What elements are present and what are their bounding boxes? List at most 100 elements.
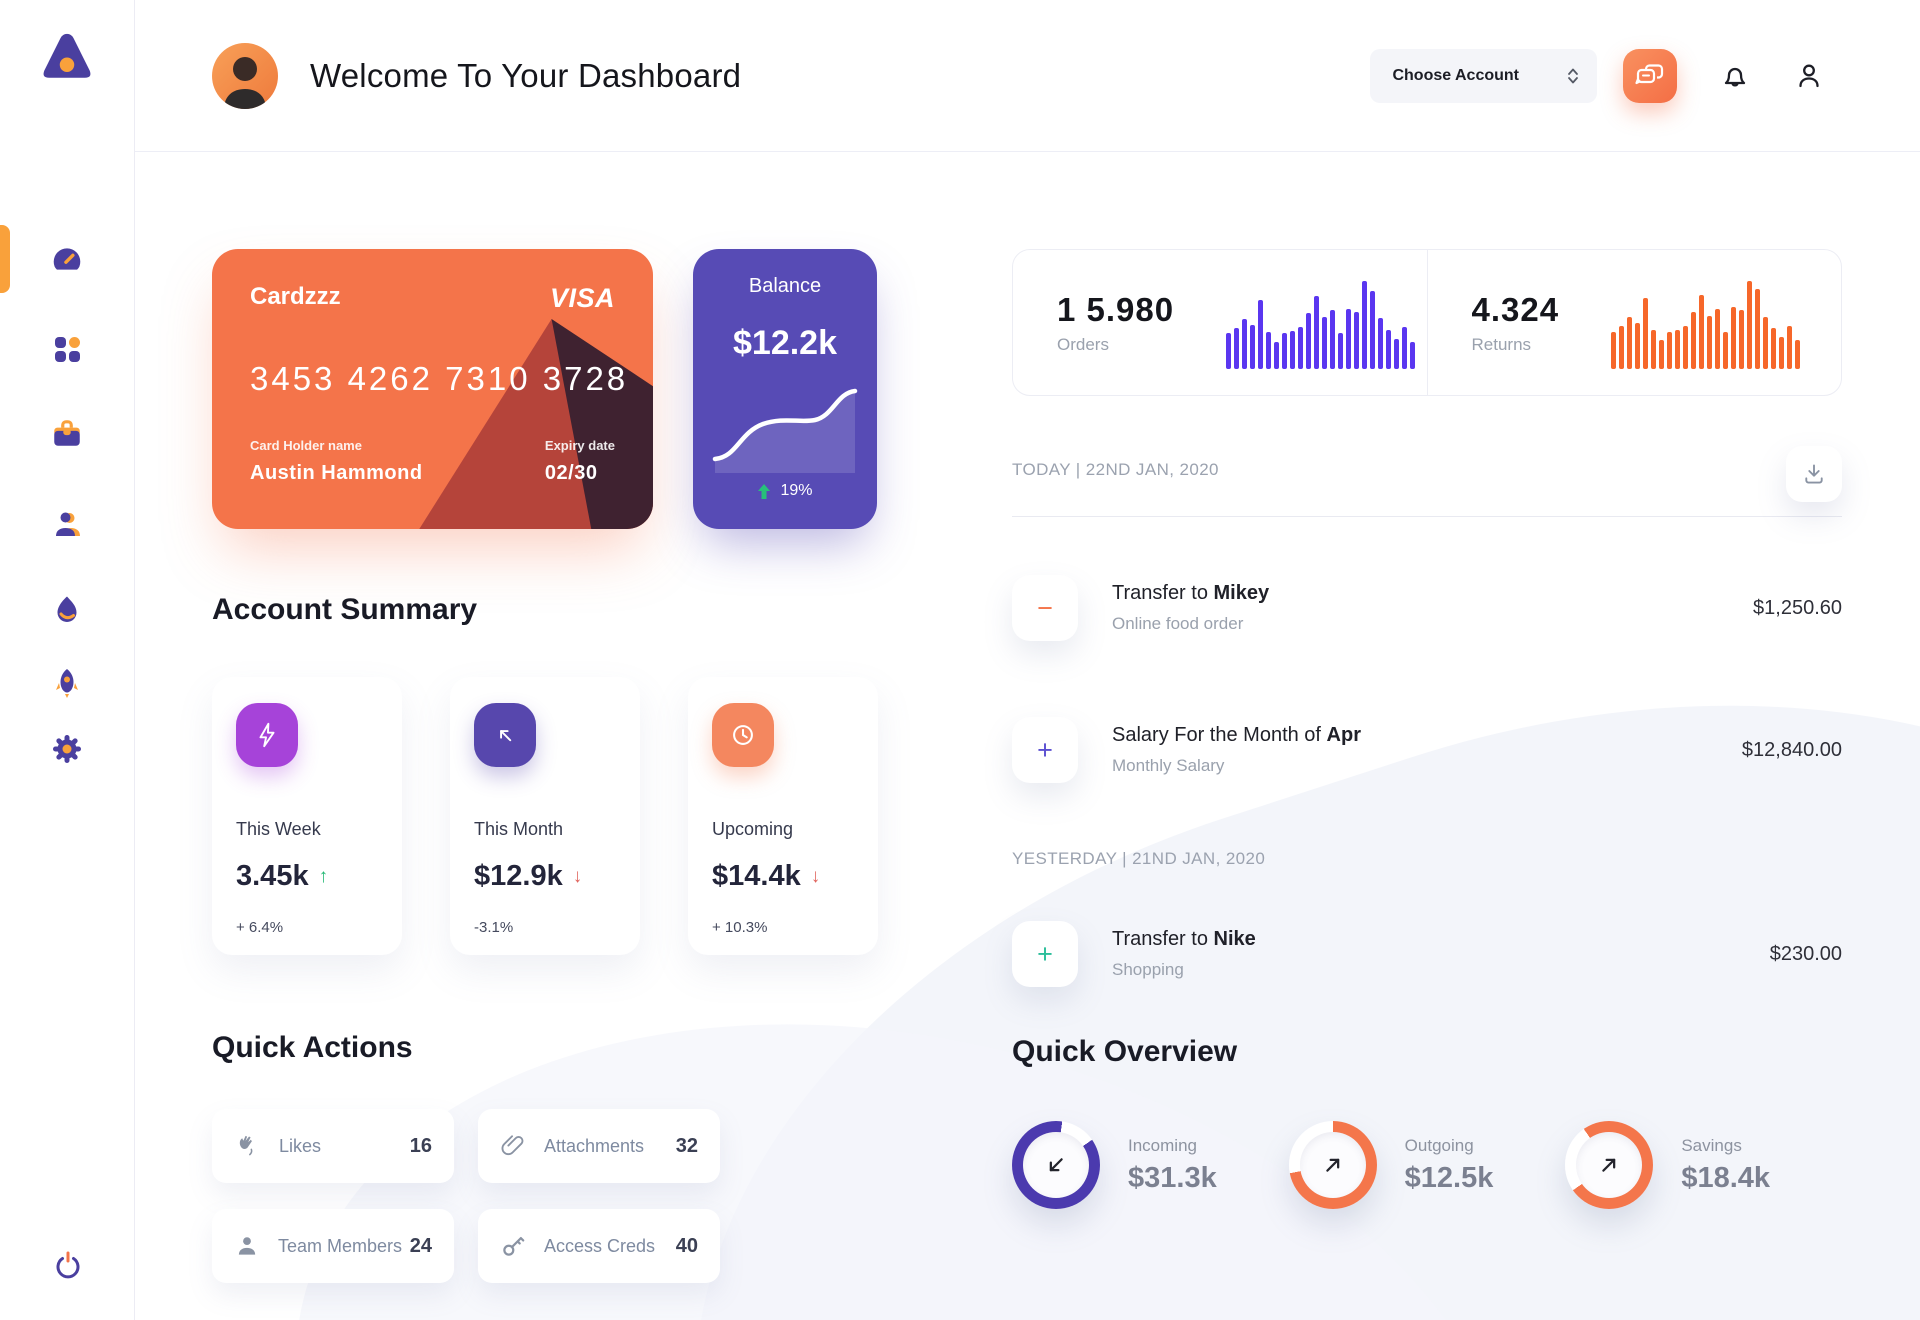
card-holder-name: Austin Hammond xyxy=(250,462,423,484)
member-icon xyxy=(238,1237,256,1255)
summary-value: $14.4k xyxy=(712,860,801,892)
transaction-amount: $230.00 xyxy=(1769,942,1842,965)
page-title: Welcome To Your Dashboard xyxy=(310,56,742,94)
transaction-title: Transfer to Nike xyxy=(1112,928,1256,950)
overview-label: Incoming xyxy=(1128,1135,1197,1155)
account-summary-title: Account Summary xyxy=(212,593,478,626)
orders-bar-chart xyxy=(1226,277,1416,369)
summary-percent: + 6.4% xyxy=(236,919,284,936)
overview-label: Outgoing xyxy=(1404,1135,1474,1155)
summary-card-this-month[interactable]: This Month $12.9k ↓ -3.1% xyxy=(450,677,640,955)
briefcase-icon xyxy=(54,420,80,446)
trend-down-icon: ↓ xyxy=(572,865,583,887)
bar xyxy=(1659,340,1665,369)
quick-action-access-creds[interactable]: Access Creds 40 xyxy=(478,1209,720,1283)
trend-up-icon: ↑ xyxy=(318,865,329,887)
bar xyxy=(1675,329,1681,369)
bar xyxy=(1667,331,1673,369)
overview-outgoing: Outgoing $12.5k xyxy=(1288,1121,1566,1209)
card-expiry-label: Expiry date xyxy=(544,438,615,453)
balance-card[interactable]: Balance $12.2k 19% xyxy=(693,249,877,529)
quick-actions-title: Quick Actions xyxy=(212,1031,413,1064)
transaction-subtitle: Monthly Salary xyxy=(1112,756,1225,775)
transaction-row[interactable]: − Transfer to Mikey Online food order $1… xyxy=(1012,575,1842,641)
overview-incoming: Incoming $31.3k xyxy=(1012,1121,1289,1209)
transaction-title: Salary For the Month of Apr xyxy=(1112,724,1361,746)
download-icon xyxy=(1805,464,1823,484)
quick-overview-row: Incoming $31.3k xyxy=(1012,1121,1842,1209)
quick-action-label: Access Creds xyxy=(544,1235,656,1256)
header: Welcome To Your Dashboard Choose Account xyxy=(135,0,1920,152)
account-summary-cards: This Week 3.45k ↑ + 6.4% xyxy=(212,677,880,955)
credit-card[interactable]: Cardzzz VISA 3453 4262 7310 3728 Card Ho… xyxy=(212,249,653,529)
incoming-donut-chart xyxy=(1012,1121,1100,1209)
bar xyxy=(1402,327,1408,369)
orders-label: Orders xyxy=(1057,334,1109,354)
summary-label: Upcoming xyxy=(712,819,794,839)
returns-bar-chart xyxy=(1611,277,1801,369)
bar xyxy=(1370,291,1376,369)
bar xyxy=(1234,328,1240,369)
profile-icon xyxy=(1799,64,1819,87)
quick-action-attachments[interactable]: Attachments 32 xyxy=(478,1109,720,1183)
account-select[interactable]: Choose Account xyxy=(1370,48,1597,103)
bar xyxy=(1643,298,1649,369)
quick-action-team-members[interactable]: Team Members 24 xyxy=(212,1209,454,1283)
quick-action-count: 16 xyxy=(409,1134,432,1157)
summary-value: $12.9k xyxy=(474,860,563,892)
clock-icon xyxy=(733,725,753,745)
card-expiry-value: 02/30 xyxy=(544,462,598,484)
summary-card-upcoming[interactable]: Upcoming $14.4k ↓ + 10.3% xyxy=(688,677,878,955)
sidebar-item-logout[interactable] xyxy=(0,1250,135,1282)
bar xyxy=(1747,280,1753,369)
transactions-section: TODAY | 22ND JAN, 2020 − Transfer to Mik… xyxy=(1012,446,1842,987)
bar xyxy=(1258,299,1264,369)
messages-button[interactable] xyxy=(1623,48,1677,103)
transaction-row[interactable]: + Salary For the Month of Apr Monthly Sa… xyxy=(1012,717,1842,783)
profile-button[interactable] xyxy=(1793,60,1825,92)
trend-down-icon: ↓ xyxy=(810,865,821,887)
main-content: Cardzzz VISA 3453 4262 7310 3728 Card Ho… xyxy=(135,152,1920,1320)
transactions-date-header: YESTERDAY | 21ND JAN, 2020 xyxy=(1012,849,1266,868)
summary-percent: + 10.3% xyxy=(712,919,768,936)
bar xyxy=(1250,324,1256,369)
bar xyxy=(1410,342,1416,369)
visa-logo: VISA xyxy=(549,283,615,313)
sidebar-item-trending[interactable] xyxy=(0,592,135,628)
sidebar-item-users[interactable] xyxy=(0,506,135,542)
bar xyxy=(1611,331,1617,369)
orders-value: 1 5.980 xyxy=(1057,290,1175,328)
flame-icon xyxy=(57,596,77,622)
paperclip-icon xyxy=(501,1135,524,1156)
sidebar-item-settings[interactable] xyxy=(0,731,135,767)
sidebar-item-dashboard[interactable] xyxy=(0,225,135,293)
lightning-icon xyxy=(259,722,275,748)
transaction-row[interactable]: + Transfer to Nike Shopping $230.00 xyxy=(1012,921,1842,987)
download-button[interactable] xyxy=(1786,446,1842,502)
transaction-subtitle: Online food order xyxy=(1112,614,1244,633)
bar xyxy=(1787,326,1793,369)
sidebar-item-apps[interactable] xyxy=(0,331,135,367)
returns-label: Returns xyxy=(1471,334,1532,354)
overview-label: Savings xyxy=(1681,1135,1742,1155)
card-number: 3453 4262 7310 3728 xyxy=(250,360,629,397)
key-icon xyxy=(503,1236,525,1256)
up-arrow-icon xyxy=(758,483,771,499)
sidebar-item-launch[interactable] xyxy=(0,665,135,701)
bar xyxy=(1715,308,1721,369)
bar xyxy=(1330,310,1336,369)
bar xyxy=(1699,294,1705,369)
rocket-icon xyxy=(56,669,78,698)
arrow-up-right-icon xyxy=(1325,1158,1339,1172)
overview-savings: Savings $18.4k xyxy=(1565,1121,1842,1209)
app-logo[interactable] xyxy=(38,30,96,89)
bar xyxy=(1338,333,1344,369)
summary-card-this-week[interactable]: This Week 3.45k ↑ + 6.4% xyxy=(212,677,402,955)
summary-percent: -3.1% xyxy=(474,919,514,936)
sidebar-item-work[interactable] xyxy=(0,416,135,452)
bar xyxy=(1771,328,1777,369)
user-avatar[interactable] xyxy=(212,42,278,109)
quick-action-likes[interactable]: Likes 16 xyxy=(212,1109,454,1183)
notifications-button[interactable] xyxy=(1719,60,1751,92)
transaction-subtitle: Shopping xyxy=(1112,960,1184,979)
